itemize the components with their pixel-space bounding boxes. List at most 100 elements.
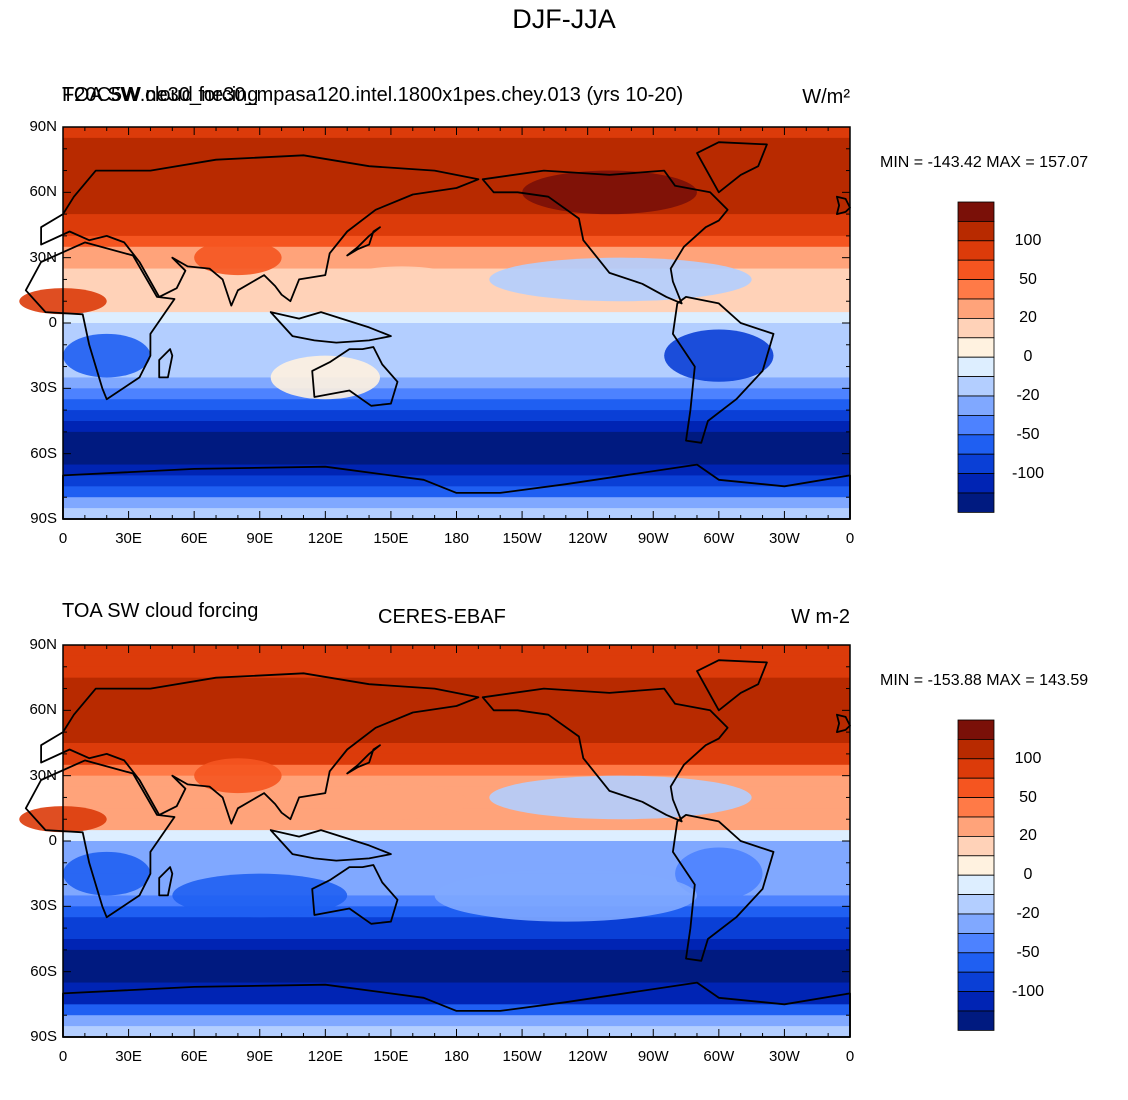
x-tick-label: 30W [768, 1048, 800, 1065]
x-tick-label: 120E [307, 530, 343, 547]
heatmap-band [63, 753, 850, 766]
coastline-n-america [481, 169, 729, 305]
coastline-australia [311, 864, 399, 925]
y-tick-label: 90N [29, 118, 57, 135]
heatmap-band [63, 225, 850, 237]
heatmap-band [63, 170, 850, 183]
y-tick-label: 90N [29, 636, 57, 653]
heatmap-band [63, 928, 850, 940]
colorbar-box [957, 777, 995, 798]
panel-center-title: CERES-EBAF [378, 606, 506, 628]
colorbar-box [957, 376, 995, 397]
heatmap-band [63, 421, 850, 433]
heatmap-band [63, 410, 850, 422]
y-tick-label: 0 [48, 314, 57, 331]
colorbar-box [957, 738, 995, 760]
x-tick-label: 150W [502, 530, 542, 547]
heatmap-band [63, 344, 850, 357]
panel-left-title-overlay: TOA SW cloud forcing [62, 84, 259, 106]
colorbar-box [957, 719, 995, 740]
heatmap-anomaly [63, 333, 151, 378]
heatmap-band [63, 841, 850, 853]
heatmap-anomaly [489, 775, 752, 820]
colorbar-box [957, 1010, 995, 1031]
heatmap-anomaly [194, 758, 282, 794]
coastline-indonesia [269, 311, 392, 344]
heatmap-band [63, 775, 850, 788]
model-panel: F20C5W.ne30_ne30_mpasa120.intel.1800x1pe… [0, 82, 1128, 582]
x-tick-label: 60E [180, 1048, 208, 1065]
y-tick-label: 30N [29, 766, 57, 784]
colorbar-box [957, 913, 995, 934]
x-tick-label: 0 [58, 1048, 68, 1065]
colorbar-box [957, 894, 995, 915]
heatmap-field [19, 127, 850, 520]
heatmap-band [63, 1015, 850, 1027]
heatmap-band [63, 333, 850, 346]
colorbar-label: -20 [1016, 387, 1040, 404]
heatmap-band [63, 873, 850, 886]
heatmap-band [63, 949, 850, 962]
heatmap-band [63, 453, 850, 466]
colorbar-box [957, 356, 995, 378]
heatmap-band [63, 137, 850, 150]
heatmap-anomaly [194, 240, 282, 276]
panel-units: W m-2 [791, 606, 850, 628]
heatmap-anomaly [675, 847, 763, 900]
heatmap-anomaly [63, 851, 151, 896]
x-tick-label: 150W [502, 1048, 542, 1065]
x-tick-label: 90E [246, 530, 274, 547]
heatmap-anomaly [489, 257, 752, 302]
heatmap-band [63, 355, 850, 368]
coastline-indonesia [269, 829, 392, 862]
map-svg [19, 644, 995, 1038]
colorbar-label: 0 [1023, 866, 1033, 884]
heatmap-band [63, 808, 850, 820]
heatmap-band [63, 203, 850, 215]
heatmap-band [63, 323, 850, 335]
heatmap-band [63, 939, 850, 951]
coastline-japan [346, 226, 381, 257]
colorbar-box [957, 952, 995, 973]
colorbar-label: 50 [1019, 788, 1037, 806]
x-tick-label: 120E [307, 1048, 343, 1065]
heatmap-band [63, 257, 850, 270]
heatmap-band [63, 464, 850, 477]
colorbar-label: -50 [1016, 425, 1040, 443]
colorbar-label: 100 [1014, 749, 1042, 767]
heatmap-band [63, 688, 850, 701]
heatmap-field [19, 645, 850, 1038]
heatmap-band [63, 497, 850, 509]
colorbar [957, 201, 995, 513]
x-tick-label: 180 [443, 1048, 470, 1065]
colorbar-box [957, 240, 995, 261]
heatmap-anomaly [336, 784, 468, 820]
colorbar-box [957, 473, 995, 494]
colorbar-box [957, 758, 995, 779]
colorbar-box [957, 337, 995, 358]
coastline-africa [24, 241, 176, 401]
heatmap-anomaly [522, 170, 697, 215]
y-tick-label: 90S [30, 1028, 57, 1045]
axis-ticks [62, 644, 851, 1038]
x-tick-label: 30E [115, 1048, 142, 1065]
y-tick-label: 30N [29, 248, 57, 266]
x-tick-label: 0 [845, 530, 855, 547]
heatmap-band [63, 819, 850, 831]
heatmap-band [63, 666, 850, 679]
coastline-greenland [696, 659, 768, 712]
colorbar-box [957, 279, 995, 300]
x-tick-label: 150E [373, 530, 409, 547]
panel-units: W/m² [802, 86, 850, 108]
map-svg [19, 126, 995, 520]
heatmap-band [63, 442, 850, 455]
colorbar-box [957, 259, 995, 280]
coastline-s-america [672, 295, 775, 444]
coastline-africa [24, 759, 176, 919]
colorbar-box [957, 453, 995, 475]
x-tick-label: 60E [180, 530, 208, 547]
x-tick-label: 90W [637, 530, 669, 547]
colorbar [957, 719, 995, 1031]
heatmap-band [63, 655, 850, 668]
heatmap-anomaly [336, 266, 468, 302]
